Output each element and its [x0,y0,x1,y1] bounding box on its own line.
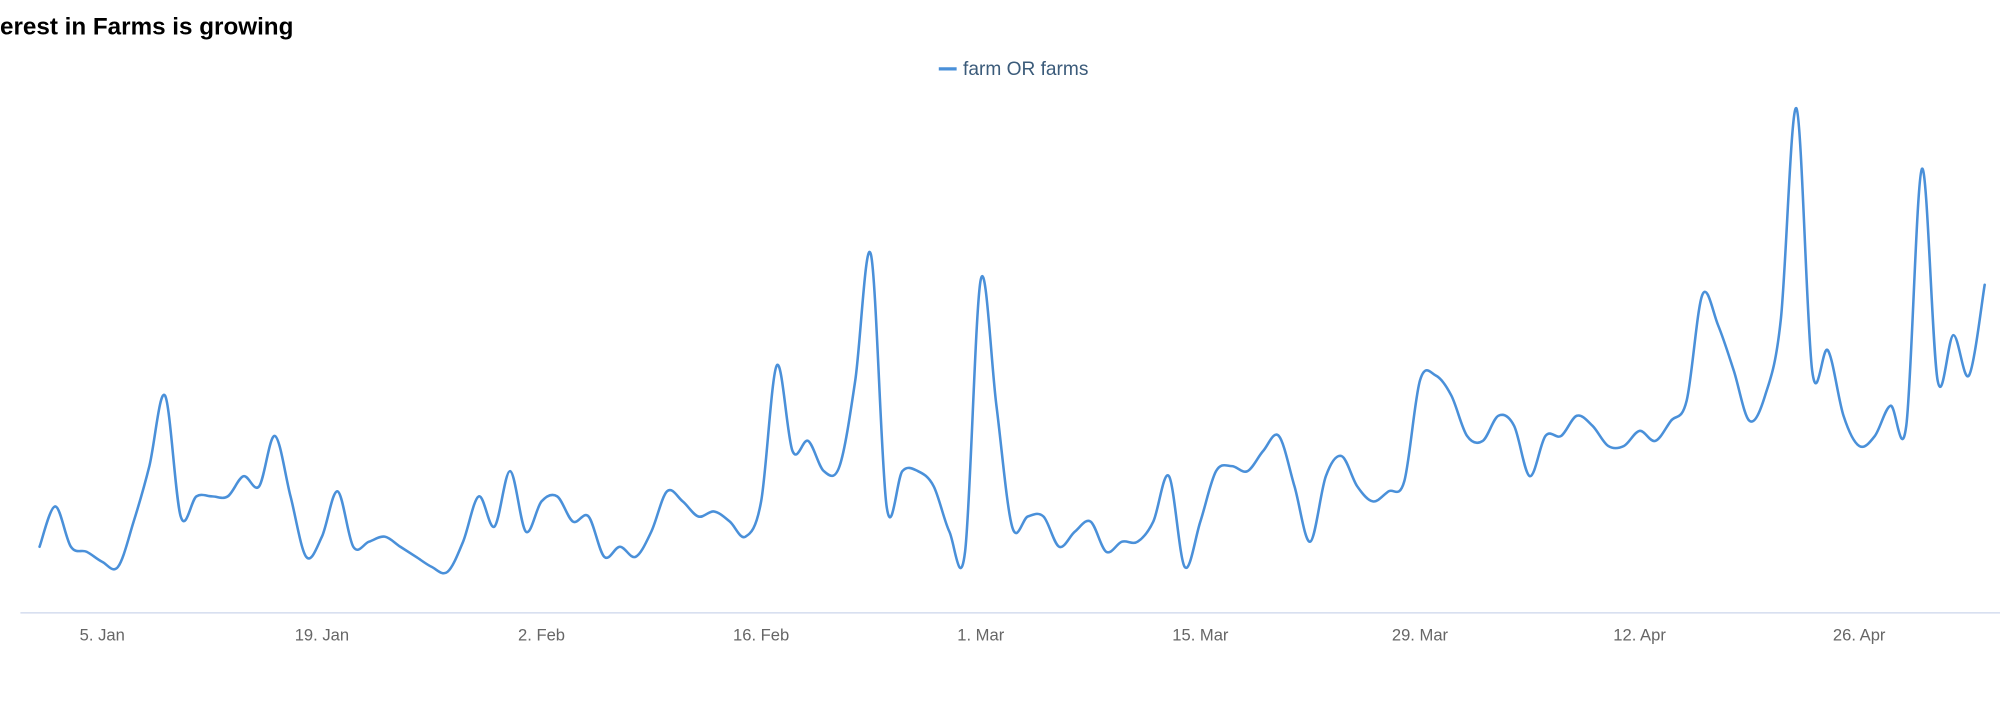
x-tick-label: 19. Jan [295,625,349,644]
x-tick-label: 1. Mar [957,625,1004,644]
series-line [38,107,1986,575]
x-tick-label: 26. Apr [1833,625,1886,644]
plot-area [38,107,1986,575]
x-tick-label: 29. Mar [1392,625,1449,644]
x-tick-label: 5. Jan [80,625,125,644]
x-tick-label: 2. Feb [518,625,565,644]
x-tick-label: 15. Mar [1172,625,1229,644]
legend-label: farm OR farms [963,59,1088,80]
chart-title: erest in Farms is growing [0,13,293,40]
x-tick-label: 16. Feb [733,625,789,644]
x-tick-label: 12. Apr [1613,625,1666,644]
